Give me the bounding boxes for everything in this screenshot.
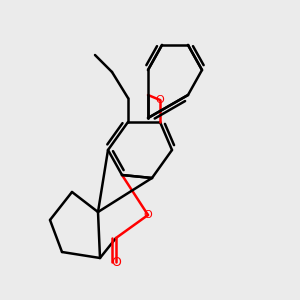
Text: O: O (144, 210, 152, 220)
Text: O: O (111, 256, 121, 268)
Text: O: O (156, 95, 164, 105)
